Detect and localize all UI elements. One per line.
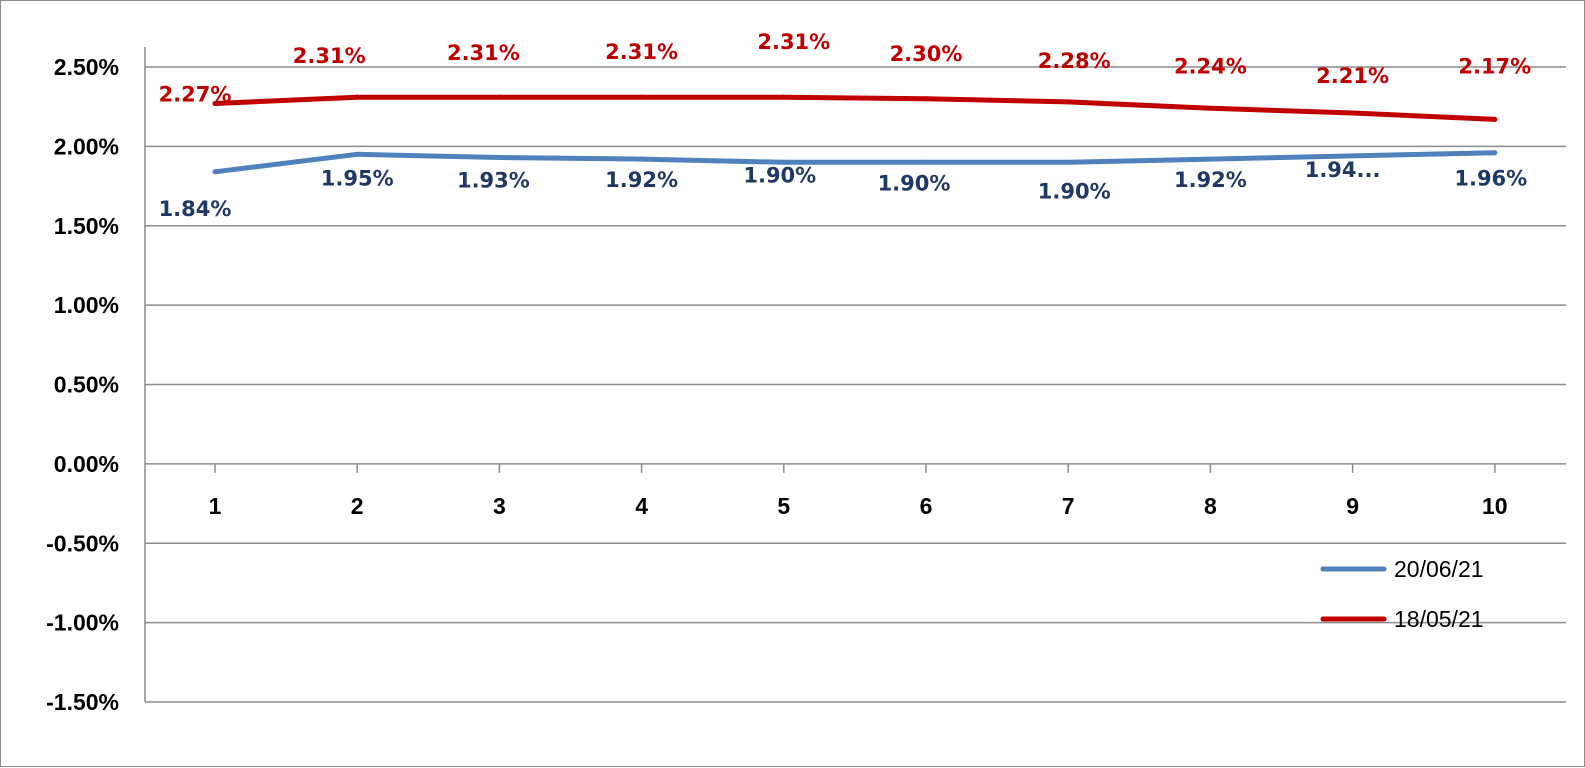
data-label: 1.94... [1305,158,1381,182]
data-point [923,159,929,165]
x-tick-label: 2 [351,493,364,519]
legend-label: 18/05/21 [1394,606,1484,632]
data-point [1065,99,1071,105]
x-tick-label: 7 [1062,493,1075,519]
data-label: 2.31% [293,44,366,68]
data-label: 1.84% [159,197,232,221]
data-label: 2.21% [1316,64,1389,88]
data-point [212,169,218,175]
y-tick-label: -0.50% [46,530,119,556]
y-tick-label: 0.50% [54,372,119,398]
data-point [923,96,929,102]
data-point [1492,116,1498,122]
data-point [496,94,502,100]
y-tick-label: 0.00% [54,451,119,477]
x-tick-label: 1 [209,493,222,519]
data-point [639,156,645,162]
data-label: 1.95% [321,166,394,190]
data-point [781,94,787,100]
legend-label: 20/06/21 [1394,556,1484,582]
data-label: 2.17% [1458,54,1531,78]
data-point [1350,153,1356,159]
data-point [1492,150,1498,156]
y-tick-label: 2.00% [54,133,119,159]
data-label: 2.31% [757,30,830,54]
data-point [1350,110,1356,116]
x-tick-label: 8 [1204,493,1217,519]
y-tick-label: 1.50% [54,213,119,239]
data-point [354,94,360,100]
y-tick-label: 1.00% [54,292,119,318]
data-point [1207,105,1213,111]
data-label: 1.92% [1174,168,1247,192]
x-tick-label: 3 [493,493,506,519]
data-label: 1.90% [1038,179,1111,203]
x-tick-label: 9 [1346,493,1359,519]
y-tick-label: -1.50% [46,689,119,715]
y-tick-label: 2.50% [54,54,119,80]
data-point [781,159,787,165]
series-line-1 [212,94,1498,122]
data-label: 2.30% [890,42,963,66]
data-label: 1.90% [743,163,816,187]
data-label: 2.31% [447,41,520,65]
data-label: 2.28% [1038,49,1111,73]
data-label: 2.31% [605,40,678,64]
series-line-0 [212,150,1498,175]
x-tick-label: 5 [777,493,790,519]
data-point [212,101,218,107]
data-label: 1.90% [878,171,951,195]
data-point [496,154,502,160]
data-label: 2.27% [159,83,232,107]
x-tick-label: 4 [635,493,648,519]
data-point [639,94,645,100]
data-point [1207,156,1213,162]
data-label: 1.96% [1454,167,1527,191]
x-tick-label: 6 [920,493,933,519]
data-label: 1.92% [605,168,678,192]
data-point [354,151,360,157]
x-tick-label: 10 [1482,493,1508,519]
data-point [1065,159,1071,165]
y-tick-label: -1.00% [46,610,119,636]
data-label: 1.93% [457,168,530,192]
data-label: 2.24% [1174,54,1247,78]
